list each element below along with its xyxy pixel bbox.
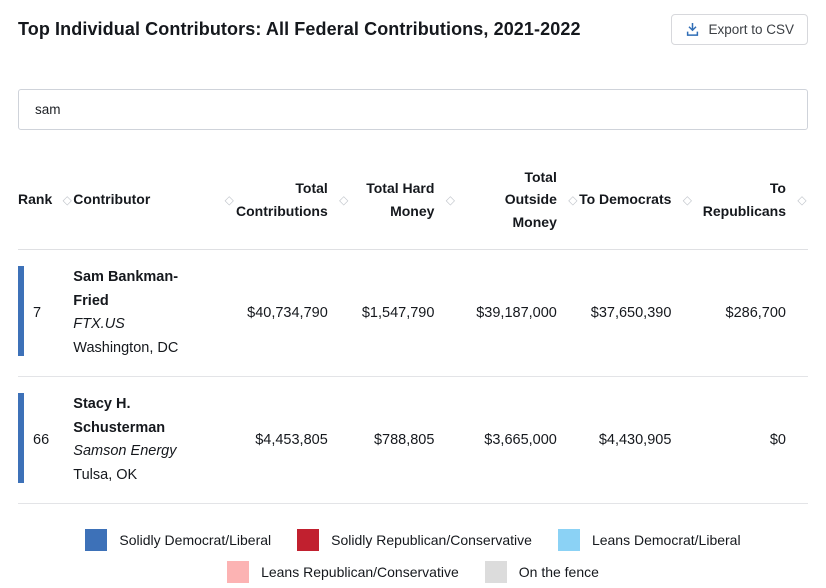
column-label: Total Contributions (236, 180, 328, 219)
to-republicans-value: $0 (693, 376, 808, 505)
export-csv-label: Export to CSV (708, 22, 794, 37)
column-header-total-contributions[interactable]: Total Contributions ◇ (235, 152, 350, 251)
legend-swatch (227, 561, 250, 584)
contributor-location: Washington, DC (73, 339, 179, 356)
sort-icon[interactable]: ◇ (568, 192, 578, 207)
column-label: Total Hard Money (366, 180, 435, 219)
contributor-name: Stacy H. Schusterman (73, 396, 166, 436)
contributor-organization: Samson Energy (73, 443, 177, 460)
table-row: 7 Sam Bankman-Fried FTX.US Washington, D… (18, 249, 808, 378)
rank-cell: 7 (18, 249, 74, 378)
column-header-rank[interactable]: Rank ◇ (18, 152, 74, 251)
legend-item-solidly-democrat: Solidly Democrat/Liberal (85, 529, 272, 552)
column-header-contributor[interactable]: Contributor ◇ (73, 152, 236, 251)
total-contributions-value: $40,734,790 (235, 249, 350, 378)
column-label: To Democrats (579, 191, 672, 208)
legend-label: On the fence (518, 564, 599, 581)
export-csv-button[interactable]: Export to CSV (671, 14, 808, 45)
total-hard-money-value: $788,805 (349, 376, 457, 505)
legend-swatch (297, 529, 320, 552)
to-democrats-value: $4,430,905 (578, 376, 694, 505)
legend-item-solidly-republican: Solidly Republican/Conservative (297, 529, 532, 552)
column-label: Total Outside Money (504, 169, 557, 230)
to-republicans-value: $286,700 (693, 249, 808, 378)
legend-label: Solidly Democrat/Liberal (119, 532, 272, 549)
sort-icon[interactable]: ◇ (224, 192, 234, 207)
table-row: 66 Stacy H. Schusterman Samson Energy Tu… (18, 376, 808, 505)
party-affiliation-bar (18, 393, 24, 484)
legend-label: Solidly Republican/Conservative (331, 532, 532, 549)
total-contributions-value: $4,453,805 (235, 376, 350, 505)
legend-label: Leans Republican/Conservative (261, 564, 459, 581)
sort-icon[interactable]: ◇ (339, 192, 349, 207)
contributors-table: Rank ◇ Contributor ◇ Total Contributions ◇ … (18, 152, 808, 505)
legend-swatch (484, 561, 507, 584)
sort-icon[interactable]: ◇ (797, 192, 807, 207)
to-democrats-value: $37,650,390 (578, 249, 694, 378)
party-affiliation-bar (18, 266, 24, 357)
column-label: Contributor (73, 191, 151, 208)
legend-label: Leans Democrat/Liberal (591, 532, 741, 549)
contributor-cell: Stacy H. Schusterman Samson Energy Tulsa… (73, 376, 236, 505)
legend-item-leans-republican: Leans Republican/Conservative (227, 561, 459, 584)
page-title: Top Individual Contributors: All Federal… (18, 19, 581, 39)
sort-icon[interactable]: ◇ (445, 192, 456, 207)
contributor-location: Tulsa, OK (73, 466, 138, 483)
legend-swatch (557, 529, 580, 552)
contributor-cell: Sam Bankman-Fried FTX.US Washington, DC (73, 249, 236, 378)
table-header-row: Rank ◇ Contributor ◇ Total Contributions ◇ … (18, 152, 808, 251)
sort-icon[interactable]: ◇ (682, 192, 693, 207)
search-input[interactable] (18, 89, 808, 130)
column-label: To Republicans (702, 180, 786, 219)
party-legend: Solidly Democrat/Liberal Solidly Republi… (18, 524, 808, 588)
total-hard-money-value: $1,547,790 (349, 249, 457, 378)
column-label: Rank (18, 191, 53, 208)
legend-swatch (85, 529, 108, 552)
legend-item-on-the-fence: On the fence (484, 561, 599, 584)
title-row: Top Individual Contributors: All Federal… (18, 14, 808, 45)
total-outside-money-value: $3,665,000 (456, 376, 579, 505)
column-header-total-hard-money[interactable]: Total Hard Money ◇ (349, 152, 457, 251)
download-icon (685, 22, 700, 37)
column-header-total-outside-money[interactable]: Total Outside Money ◇ (456, 152, 579, 251)
contributor-name: Sam Bankman-Fried (73, 269, 179, 309)
legend-item-leans-democrat: Leans Democrat/Liberal (557, 529, 741, 552)
total-outside-money-value: $39,187,000 (456, 249, 579, 378)
column-header-to-democrats[interactable]: To Democrats ◇ (578, 152, 694, 251)
rank-cell: 66 (18, 376, 74, 505)
sort-icon[interactable]: ◇ (62, 192, 72, 207)
rank-value: 66 (33, 432, 50, 449)
contributor-organization: FTX.US (73, 316, 125, 333)
column-header-to-republicans[interactable]: To Republicans ◇ (693, 152, 808, 251)
rank-value: 7 (33, 305, 42, 322)
